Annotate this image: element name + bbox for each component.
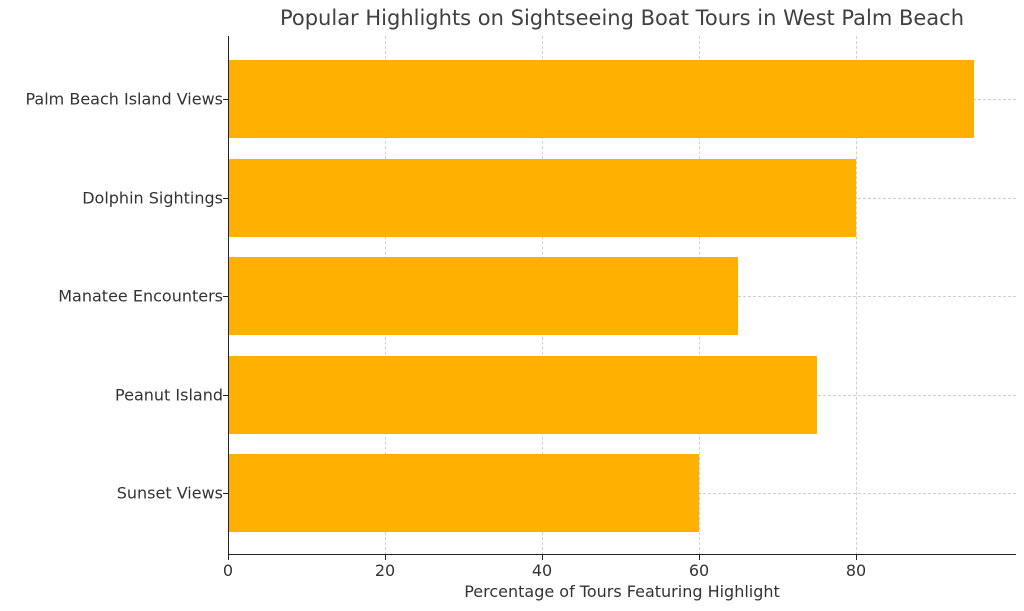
y-tick-label: Sunset Views — [116, 483, 223, 503]
x-tick — [385, 555, 386, 560]
x-tick-label: 20 — [374, 561, 396, 580]
x-axis-label: Percentage of Tours Featuring Highlight — [464, 582, 780, 601]
x-tick-label: 40 — [531, 561, 553, 580]
x-tick-label: 60 — [688, 561, 710, 580]
y-tick-label: Peanut Island — [115, 385, 223, 404]
x-axis-line — [228, 554, 1016, 555]
chart-title: Popular Highlights on Sightseeing Boat T… — [279, 6, 965, 30]
x-tick — [699, 555, 700, 560]
y-tick — [223, 493, 228, 494]
x-tick-label: 80 — [845, 561, 867, 580]
y-axis-line — [228, 36, 229, 555]
bar — [228, 257, 739, 335]
bar — [228, 454, 699, 532]
y-tick-label: Dolphin Sightings — [82, 188, 223, 207]
bar — [228, 60, 974, 138]
x-tick — [228, 555, 229, 560]
y-tick-label: Palm Beach Island Views — [25, 89, 224, 109]
x-tick — [856, 555, 857, 560]
y-tick — [223, 296, 228, 297]
plot-area — [228, 36, 1016, 555]
x-tick — [542, 555, 543, 560]
bar — [228, 355, 817, 434]
y-tick — [223, 394, 228, 396]
y-tick — [223, 197, 228, 199]
y-tick — [223, 99, 228, 100]
x-tick-label: 0 — [222, 561, 234, 580]
y-tick-label: Manatee Encounters — [58, 286, 223, 306]
bar — [228, 158, 856, 237]
grid-line-vertical — [856, 36, 857, 555]
